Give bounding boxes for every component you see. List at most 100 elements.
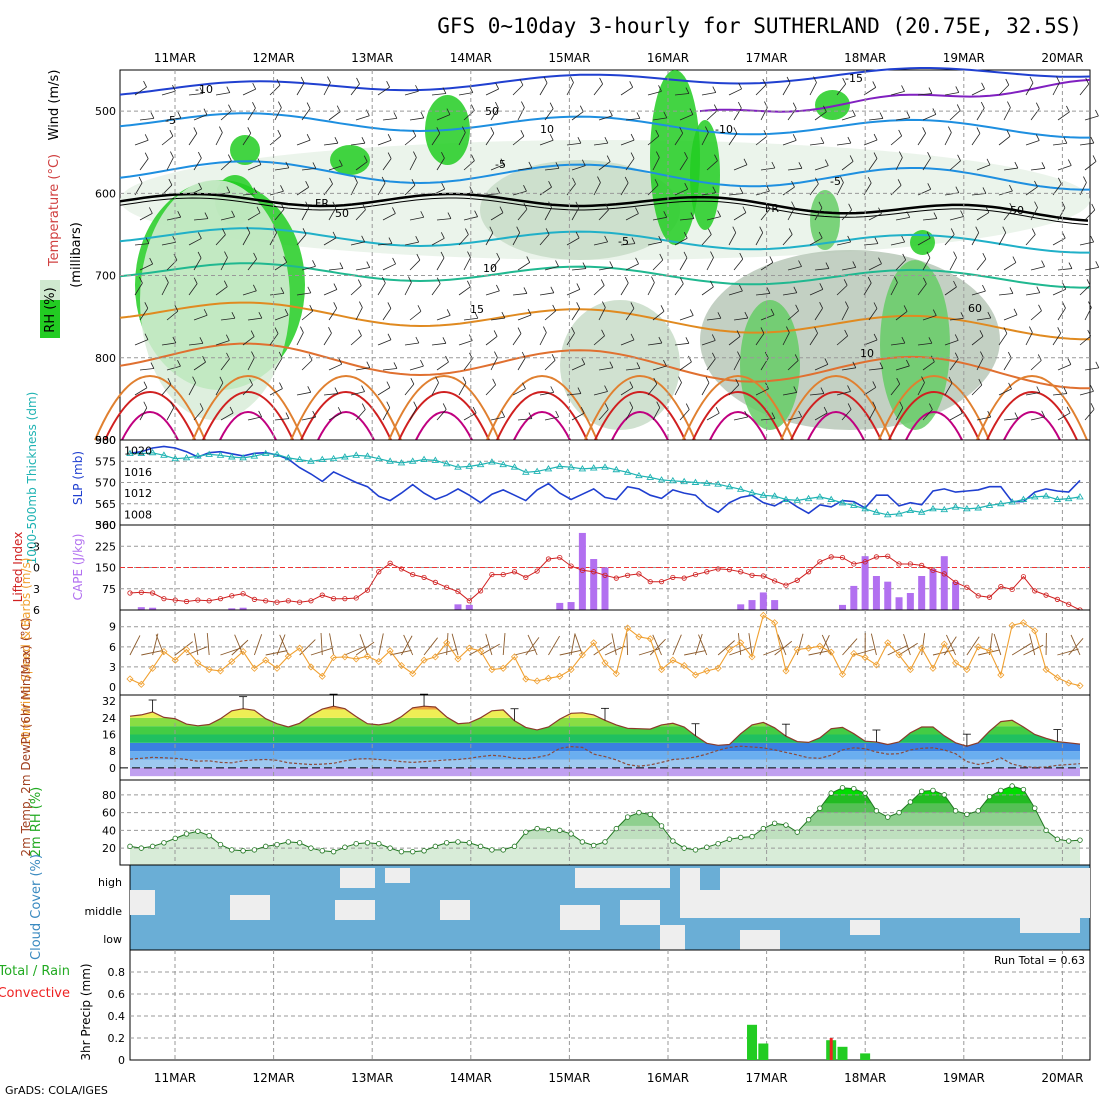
wind-barb (409, 216, 424, 221)
warm-dome-contour (94, 375, 206, 441)
wind-barb-feather (144, 134, 149, 141)
rh-shading (330, 145, 370, 175)
wind-barb-feather (199, 87, 204, 94)
wind-barb (247, 357, 255, 371)
wind-barb-feather (441, 151, 445, 159)
thickness-marker (782, 495, 790, 502)
wind-barb-feather (198, 151, 202, 159)
rh-marker (240, 848, 246, 854)
wind-barb-feather (630, 152, 635, 159)
wind-barb-feather (461, 126, 466, 133)
rh-shading (230, 135, 260, 165)
lifted-index-marker (342, 596, 348, 602)
wind-barb (323, 237, 337, 246)
wind-barb-feather (896, 377, 901, 385)
wind-barb (814, 207, 823, 221)
wind-barb-feather (1036, 386, 1041, 393)
wind-barb (917, 382, 925, 396)
rh-marker (330, 848, 337, 855)
wind-barb (652, 117, 667, 121)
wind-barb-feather (144, 152, 149, 159)
surface-wind-barb (748, 633, 753, 656)
wind-barb (328, 308, 338, 321)
wind-barb (922, 157, 931, 171)
rh-shading (815, 90, 850, 120)
wind-barb (598, 307, 606, 321)
wind-barb (431, 237, 445, 246)
wind-barb-feather (338, 159, 343, 166)
wind-barb (679, 157, 688, 171)
wind-barb (350, 335, 362, 346)
wind-barb-feather (490, 127, 495, 134)
wind-barb-feather (906, 111, 911, 118)
top-date-label: 13MAR (351, 51, 393, 65)
lifted-index-marker (319, 592, 325, 598)
temp-band (130, 742, 1080, 752)
wind-barb-feather (1035, 102, 1040, 109)
surface-wind-barb (344, 645, 366, 656)
wind-barb-feather (143, 80, 147, 88)
wind-barb (409, 310, 422, 321)
wind-barb-feather (744, 410, 749, 418)
temp-band (130, 734, 1080, 743)
wind-barb-feather (760, 327, 765, 334)
rh-marker (421, 848, 427, 854)
wind-barb-feather (575, 231, 580, 239)
wind-barb-feather (246, 226, 251, 233)
wind-barb-feather (793, 286, 798, 293)
rh-marker (364, 840, 371, 846)
wind-barb-feather (658, 235, 663, 243)
wind-barb-feather (442, 403, 447, 410)
wind-barb-feather (446, 108, 451, 115)
lifted-index-marker (274, 599, 280, 605)
wind-barb-feather (818, 201, 823, 209)
wind-barb-feather (549, 102, 554, 109)
wind-barb (566, 142, 581, 146)
wind-barb (625, 407, 634, 421)
wind-barb-feather (358, 301, 363, 308)
contour-label: -10 (715, 123, 733, 136)
wind-barb-feather (445, 355, 449, 363)
wind-speed-marker (759, 611, 767, 619)
thickness-axis-title: 1000-500mb Thickness (dm) (25, 392, 39, 565)
wind-barb (625, 118, 640, 121)
wind-barb-feather (307, 286, 312, 294)
wind-speed-marker (771, 619, 779, 627)
wind-barb-feather (172, 84, 176, 92)
wind-barb-feather (278, 351, 283, 359)
wind-barb (674, 188, 688, 196)
rh-marker (1043, 827, 1049, 834)
wind-barb-feather (170, 401, 175, 408)
surface-wind-barb (853, 648, 876, 656)
warm-dome-contour (584, 375, 696, 441)
wind-speed-marker (669, 656, 677, 664)
wind-barb-feather (953, 280, 957, 288)
wind-barb (404, 282, 412, 296)
wind-barb-feather (609, 109, 613, 116)
wind-barb-feather (791, 201, 795, 208)
wind-barb (890, 91, 905, 96)
rh-marker (975, 808, 981, 814)
wind-barb (512, 135, 525, 146)
wind-barb (242, 290, 257, 296)
lifted-index-marker (138, 589, 144, 595)
thickness-marker (431, 456, 440, 463)
wind-barb-feather (555, 162, 560, 169)
wind-barb (863, 243, 878, 246)
thickness-marker (963, 504, 971, 512)
warm-dome-contour (976, 375, 1088, 441)
thickness-marker (702, 479, 711, 486)
wind-barb-feather (492, 378, 497, 386)
wind-legend-label: Wind (m/s) (47, 70, 62, 141)
rh-marker (726, 836, 733, 842)
wind-barb-feather (199, 403, 204, 410)
wind-barb (809, 333, 818, 346)
wind-barb (485, 193, 500, 196)
cloud-axis-title: Cloud Cover (%) (29, 854, 44, 960)
wind-barb-feather (947, 126, 952, 133)
thickness-marker (838, 499, 847, 506)
thickness-marker (997, 499, 1005, 507)
thickness-marker (216, 451, 225, 458)
rh-marker (873, 808, 880, 814)
wind-barb (782, 234, 793, 246)
